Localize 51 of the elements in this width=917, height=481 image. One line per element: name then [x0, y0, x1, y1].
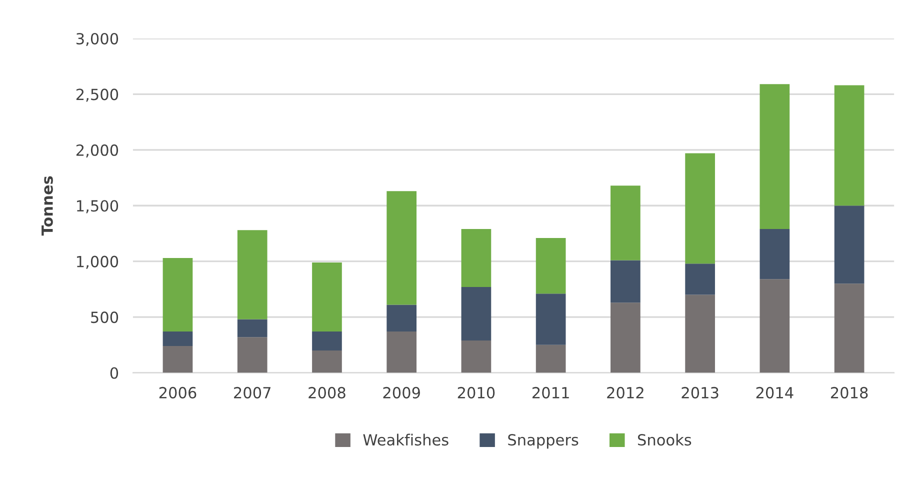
y-axis-title: Tonnes: [42, 176, 53, 236]
bar: [760, 84, 790, 230]
bar: [386, 304, 417, 332]
bar: [685, 153, 715, 264]
bar: [237, 230, 268, 320]
x-tick-label: 2011: [532, 386, 569, 398]
bar: [536, 344, 566, 373]
bar: [536, 238, 566, 294]
y-tick-label: 1,000: [77, 256, 118, 269]
y-tick-label: 2,500: [76, 88, 118, 102]
bar: [610, 260, 640, 303]
bar: [685, 294, 715, 373]
x-tick-label: 2009: [383, 386, 420, 398]
bar: [610, 302, 640, 373]
bar: [237, 337, 268, 373]
y-tick-label: 500: [91, 312, 118, 324]
bar: [237, 319, 268, 338]
bar: [610, 186, 640, 260]
x-tick-label: 2007: [234, 386, 270, 398]
x-tick-label: 2006: [159, 386, 196, 398]
x-tick-label: 2012: [607, 386, 644, 398]
y-tick-label: 2,000: [76, 144, 118, 158]
x-tick-label: 2008: [308, 386, 346, 398]
bar: [834, 85, 864, 206]
bar: [162, 332, 193, 346]
legend-label: Snappers: [508, 434, 578, 449]
bar: [162, 258, 193, 332]
bar: [386, 191, 417, 305]
bar: [461, 340, 492, 373]
bar: [760, 279, 790, 373]
bar: [461, 229, 492, 287]
bar: [386, 332, 417, 373]
bar: [461, 286, 492, 340]
bar: [162, 346, 193, 373]
bar: [312, 332, 342, 350]
bar: [760, 229, 790, 280]
x-tick-label: 2013: [682, 386, 718, 398]
y-tick-label: 0: [110, 367, 118, 379]
bar: [834, 206, 864, 284]
x-tick-label: 2018: [830, 386, 868, 398]
x-tick-label: 2010: [458, 386, 495, 398]
legend-label: Snooks: [638, 434, 692, 446]
y-tick-label: 1,500: [77, 200, 118, 214]
bar: [834, 284, 864, 373]
bar: [312, 350, 342, 373]
legend-label: Weakfishes: [363, 434, 448, 446]
y-tick-label: 3,000: [76, 32, 118, 46]
x-tick-label: 2014: [756, 386, 794, 398]
bar: [685, 264, 715, 295]
bar: [536, 294, 566, 345]
bar: [312, 262, 342, 332]
